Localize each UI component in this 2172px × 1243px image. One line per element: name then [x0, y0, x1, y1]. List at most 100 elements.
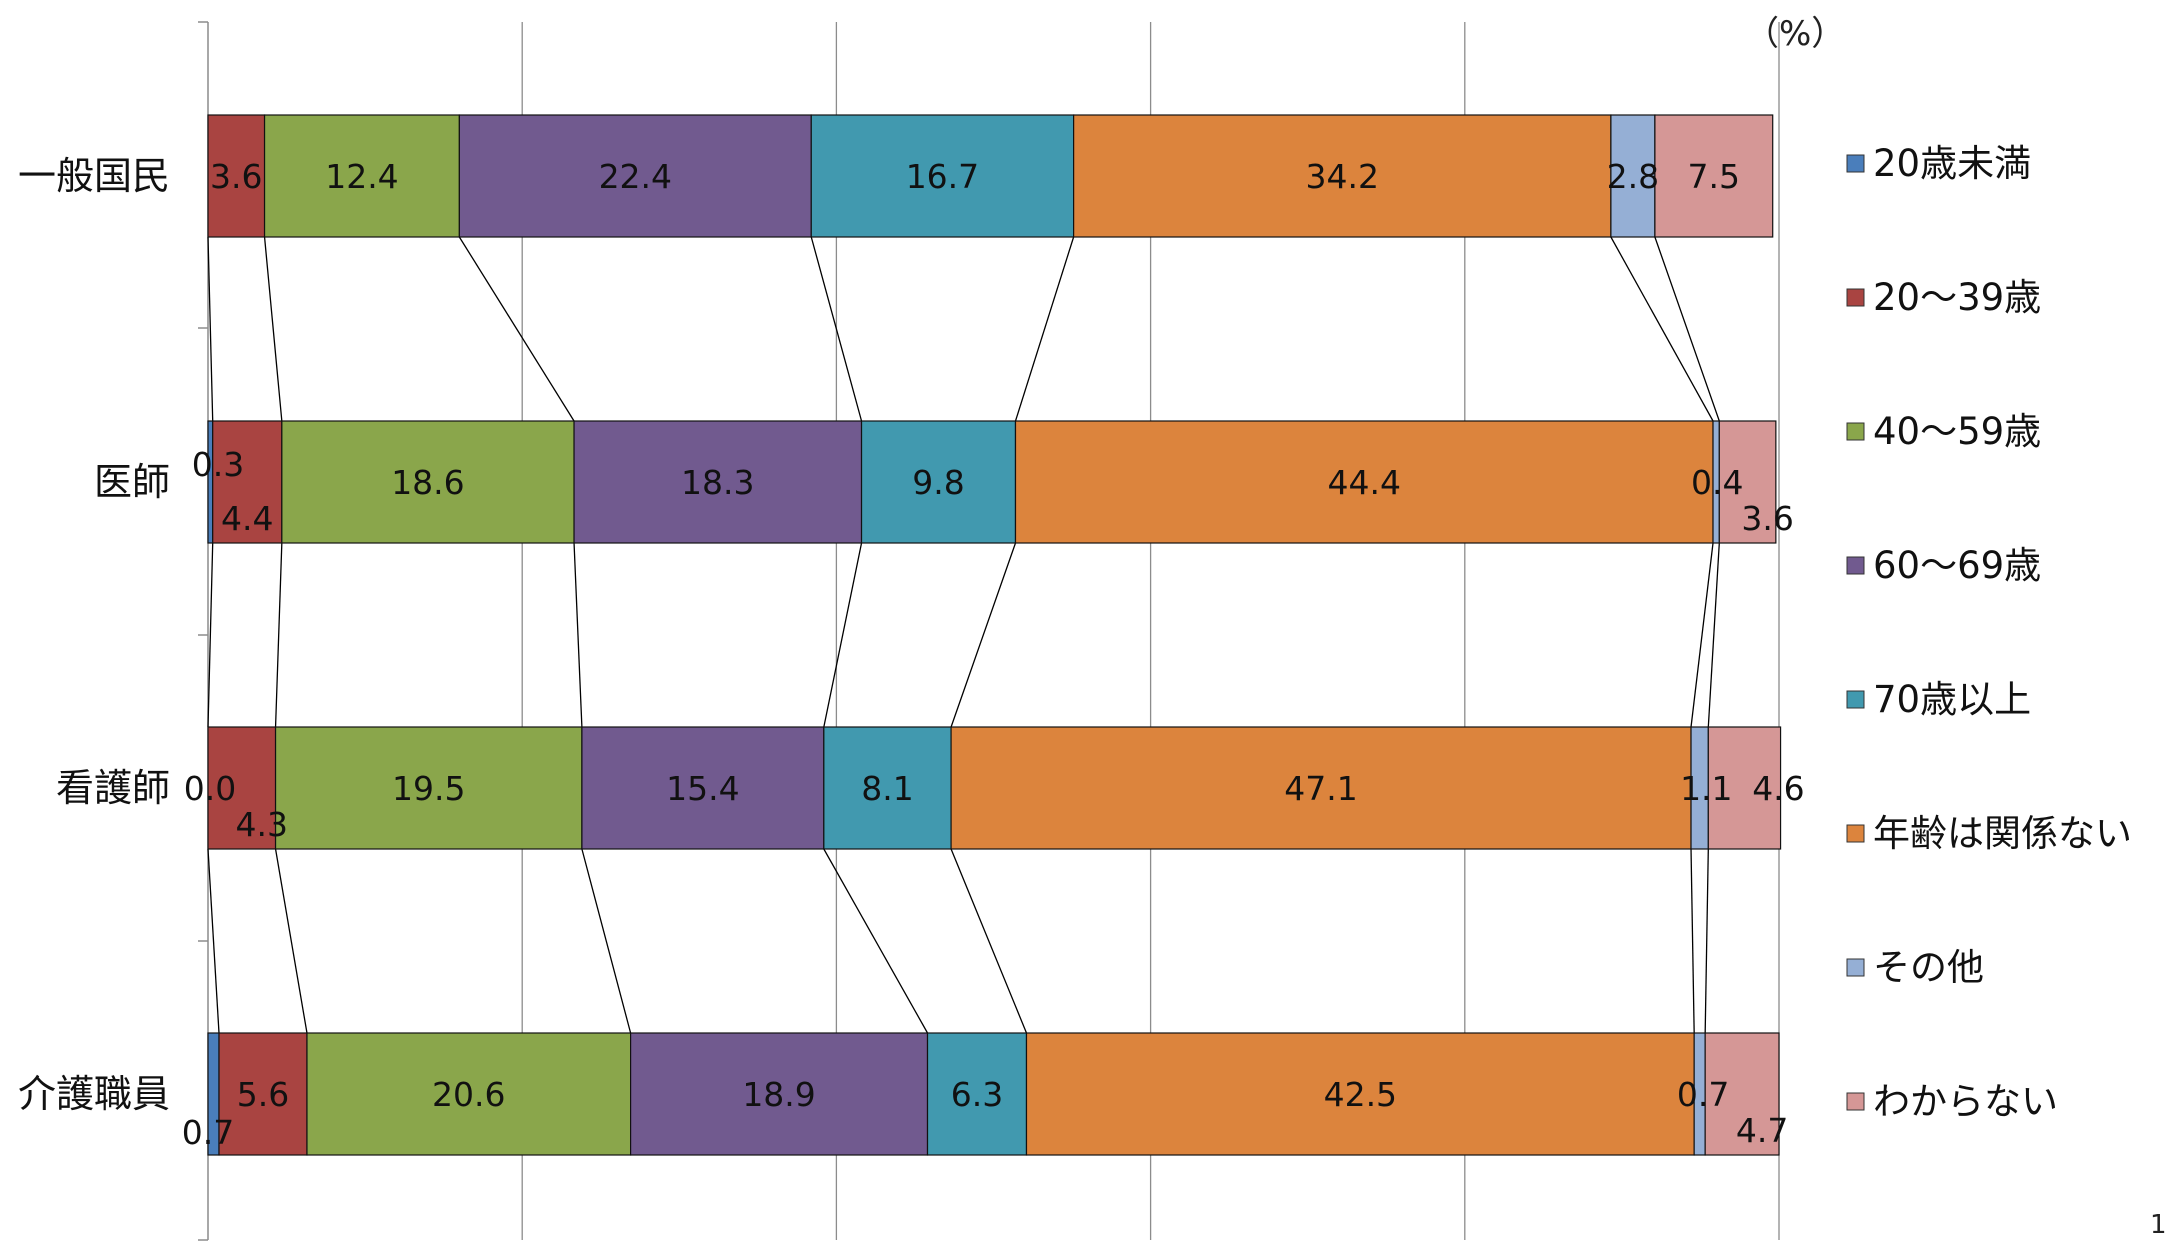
bar-segment [212, 420, 283, 544]
data-label: 44.4 [1328, 463, 1401, 502]
legend-label: 年齢は関係ない [1873, 812, 2132, 855]
data-label: 20.6 [432, 1075, 505, 1114]
bar-segment [1025, 1032, 1695, 1156]
series-line [950, 542, 1017, 728]
data-label: 19.5 [392, 769, 465, 808]
series-line [1690, 848, 1695, 1034]
data-label: 18.3 [681, 463, 754, 502]
data-label: 4.3 [236, 805, 288, 844]
data-label: 3.6 [210, 157, 262, 196]
bar-segment [306, 1032, 632, 1156]
legend-swatch [1846, 824, 1865, 843]
data-label: 0.0 [184, 769, 236, 808]
data-label: 22.4 [599, 157, 672, 196]
series-line [207, 542, 214, 728]
data-label: 4.6 [1752, 769, 1804, 808]
series-line [458, 236, 575, 422]
data-label: 7.5 [1688, 157, 1740, 196]
bar-segment [458, 114, 812, 238]
series-line [274, 542, 283, 728]
series-connector-lines [207, 236, 1720, 1034]
data-label: 0.7 [182, 1113, 234, 1152]
series-line [274, 848, 308, 1034]
category-label: 一般国民 [18, 154, 170, 198]
page-number: 1 [2150, 1210, 2167, 1240]
data-label: 0.4 [1691, 463, 1743, 502]
data-label: 0.7 [1677, 1075, 1729, 1114]
data-label: 34.2 [1306, 157, 1379, 196]
bar-segment [263, 114, 460, 238]
series-line [573, 542, 583, 728]
data-label: 5.6 [237, 1075, 289, 1114]
series-line [207, 848, 220, 1034]
series-line [950, 848, 1028, 1034]
series-line [1014, 236, 1075, 422]
legend-swatch [1846, 690, 1865, 709]
data-label: 16.7 [906, 157, 979, 196]
bar-segment [207, 114, 266, 238]
series-line [263, 236, 283, 422]
data-label: 12.4 [325, 157, 398, 196]
legend-label: わからない [1873, 1080, 2058, 1123]
series-line [207, 236, 214, 422]
legend: 20歳未満 20～39歳 40～59歳 60～69歳 70歳以上年齢は関係ないその他わか… [1846, 142, 2132, 1123]
series-line [823, 848, 929, 1034]
category-label: 医師 [94, 460, 170, 504]
legend-swatch [1846, 1092, 1865, 1111]
legend-swatch [1846, 958, 1865, 977]
bar-segment [823, 726, 952, 850]
bar-segment [581, 726, 825, 850]
bar-segment [1073, 114, 1612, 238]
legend-label: その他 [1873, 946, 1984, 989]
bar-segment [218, 1032, 308, 1156]
data-label: 3.6 [1741, 499, 1793, 538]
data-label: 18.9 [742, 1075, 815, 1114]
data-label: 47.1 [1284, 769, 1357, 808]
data-labels: 3.6 12.4 22.4 16.7 34.2 2.8 7.5 0.3 4.4 18.6 18.3 9… [182, 157, 1805, 1152]
bar-segment [950, 726, 1692, 850]
bar-segment [1704, 1032, 1780, 1156]
legend-label: 20歳未満 [1873, 142, 2031, 185]
legend-swatch [1846, 556, 1865, 575]
legend-label: 20～39歳 [1873, 276, 2041, 319]
bar-segment [1654, 114, 1774, 238]
data-label: 6.3 [951, 1075, 1003, 1114]
series-line [1704, 848, 1709, 1034]
category-label: 看護師 [56, 766, 170, 810]
series-line [1610, 236, 1714, 422]
data-label: 4.4 [221, 499, 273, 538]
bar-segment [629, 1032, 929, 1156]
category-label: 介護職員 [18, 1072, 170, 1116]
series-line [1690, 542, 1714, 728]
bar-segment [281, 420, 575, 544]
data-label: 1.1 [1680, 769, 1732, 808]
legend-swatch [1846, 288, 1865, 307]
legend-label: 60～69歳 [1873, 544, 2041, 587]
data-label: 2.8 [1607, 157, 1659, 196]
bars [207, 114, 1782, 1156]
legend-label: 40～59歳 [1873, 410, 2041, 453]
bar-segment [1718, 420, 1777, 544]
bar-segment [207, 726, 277, 850]
bar-segment [926, 1032, 1028, 1156]
bar-segment [1610, 114, 1656, 238]
data-label: 9.8 [912, 463, 964, 502]
data-label: 0.3 [192, 445, 244, 484]
bar-segment [1707, 726, 1782, 850]
series-line [1707, 542, 1720, 728]
data-label: 42.5 [1324, 1075, 1397, 1114]
series-line [810, 236, 863, 422]
data-label: 4.7 [1736, 1111, 1788, 1150]
legend-label: 70歳以上 [1873, 678, 2031, 721]
legend-swatch [1846, 422, 1865, 441]
bar-segment [860, 420, 1017, 544]
bar-segment [810, 114, 1075, 238]
data-label: 18.6 [391, 463, 464, 502]
data-label: 8.1 [861, 769, 913, 808]
data-label: 15.4 [666, 769, 739, 808]
unit-label: （%） [1745, 14, 1846, 54]
series-line [823, 542, 863, 728]
legend-swatch [1846, 154, 1865, 173]
